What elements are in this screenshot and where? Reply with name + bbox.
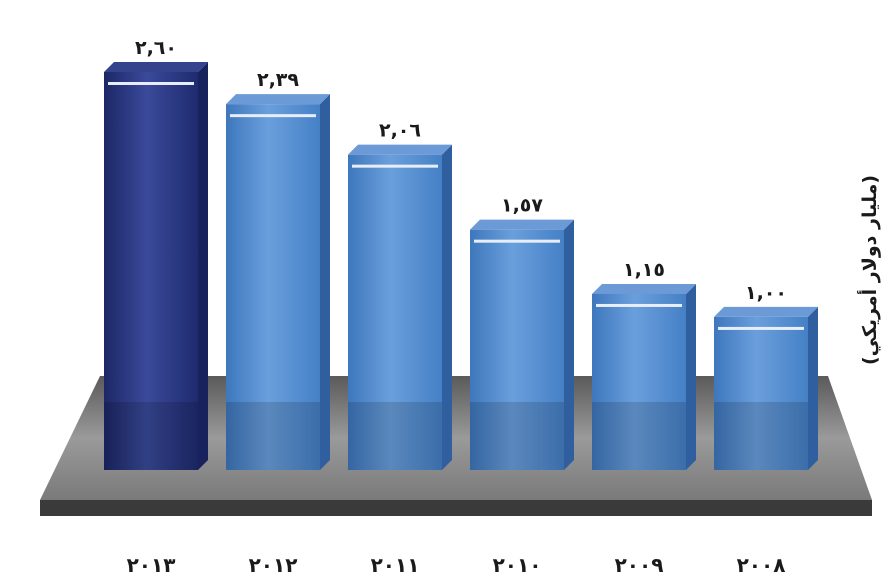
category-label: ٢٠١٢ <box>249 553 298 577</box>
bar-top <box>226 94 330 105</box>
bar-base-shade <box>104 402 198 470</box>
bar-side <box>808 306 818 470</box>
bar-side <box>686 283 696 470</box>
bar-side <box>320 94 330 471</box>
bar-shine <box>230 114 316 118</box>
value-label: ٢,٠٦ <box>379 120 421 142</box>
value-label: ١,٥٧ <box>501 195 543 217</box>
bar <box>470 219 574 470</box>
value-label-group: ٢,٦٠ ٢,٣٩ ٢,٠٦ ١,٥٧ ١,١٥ ١,٠٠ <box>135 37 787 304</box>
bar-shine <box>474 239 560 243</box>
bar-group <box>104 62 818 471</box>
category-label: ٢٠١٣ <box>127 553 176 577</box>
bar-top <box>592 283 696 294</box>
value-label: ١,١٥ <box>623 259 665 281</box>
bar-shine <box>596 303 682 307</box>
bar <box>348 144 452 470</box>
category-label: ٢٠٠٨ <box>737 553 786 577</box>
category-label-group: ٢٠١٣ ٢٠١٢ ٢٠١١ ٢٠١٠ ٢٠٠٩ ٢٠٠٨ <box>127 553 786 577</box>
bar-side <box>198 62 208 470</box>
bar-top <box>104 62 208 72</box>
bar-top <box>470 219 574 230</box>
bar-shine <box>718 326 804 330</box>
category-label: ٢٠١١ <box>371 553 420 577</box>
bar-side <box>564 219 574 470</box>
bar-shine <box>352 164 438 168</box>
value-label: ١,٠٠ <box>745 282 787 304</box>
bar-front <box>592 293 686 470</box>
bar <box>592 283 696 470</box>
bar-base-shade <box>348 402 442 470</box>
bar-shine <box>108 82 194 85</box>
category-label: ٢٠٠٩ <box>615 553 664 577</box>
bar <box>104 62 208 470</box>
bar-top <box>348 144 452 155</box>
y-axis-label: (مليار دولار أمريكي) <box>857 175 881 365</box>
bar-front <box>104 72 198 470</box>
bar-base-shade <box>714 402 808 470</box>
bar-base-shade <box>470 402 564 470</box>
platform-front <box>40 500 872 516</box>
bar-front <box>348 154 442 470</box>
bar-front <box>226 104 320 471</box>
bar-top <box>714 306 818 317</box>
bar <box>226 94 330 471</box>
bar <box>714 306 818 470</box>
bar-side <box>442 144 452 470</box>
bar-base-shade <box>592 402 686 470</box>
bar-base-shade <box>226 402 320 470</box>
bar-front <box>714 316 808 470</box>
value-label: ٢,٣٩ <box>257 69 299 91</box>
bar-front <box>470 229 564 470</box>
category-label: ٢٠١٠ <box>493 553 542 577</box>
value-label: ٢,٦٠ <box>135 37 177 59</box>
